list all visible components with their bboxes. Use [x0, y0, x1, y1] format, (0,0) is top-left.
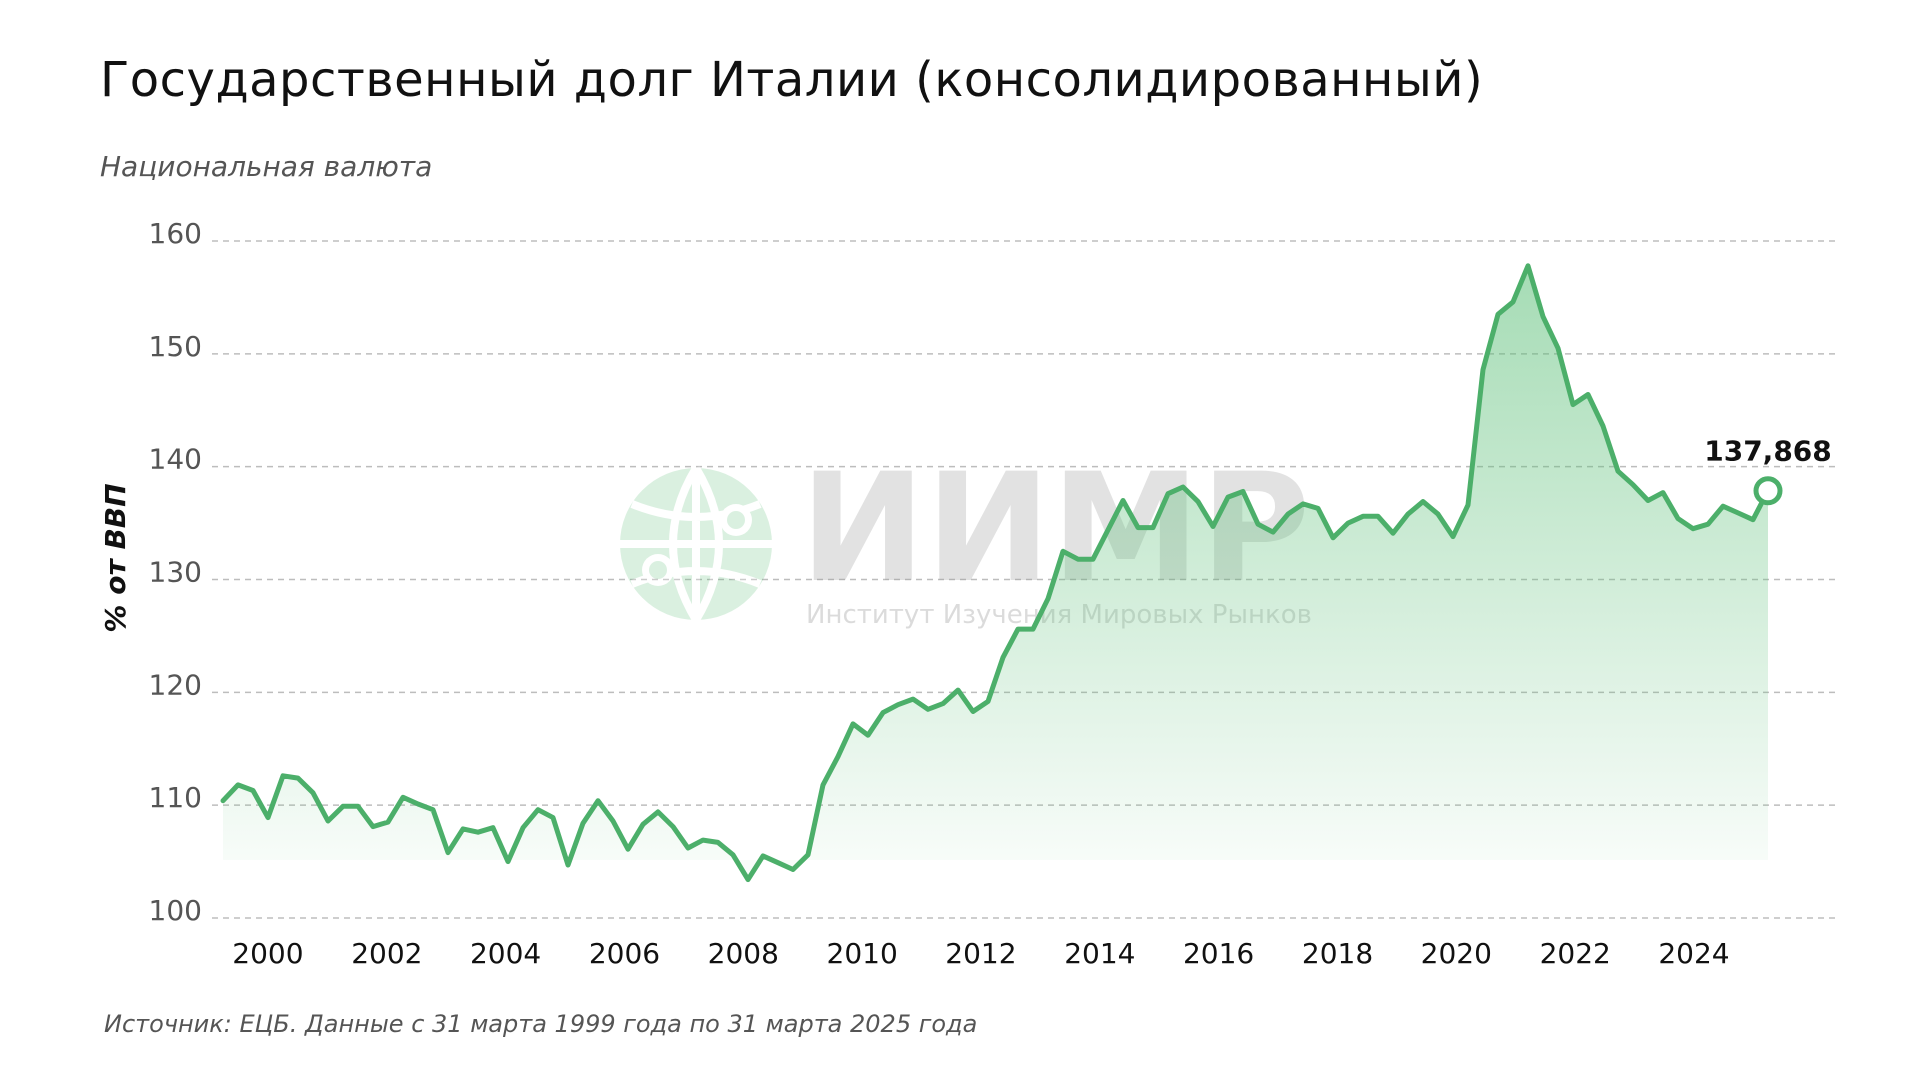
source-note: Источник: ЕЦБ. Данные с 31 марта 1999 го… [104, 1010, 978, 1038]
last-value-label: 137,868 [1704, 435, 1832, 468]
x-tick-label: 2008 [708, 937, 779, 970]
x-tick-label: 2002 [351, 937, 422, 970]
x-tick-label: 2012 [945, 937, 1016, 970]
y-tick-label: 120 [149, 668, 202, 701]
y-tick-label: 160 [149, 217, 202, 250]
x-tick-label: 2022 [1540, 937, 1611, 970]
y-tick-label: 140 [149, 443, 202, 476]
series-area [223, 265, 1768, 880]
x-tick-label: 2000 [232, 937, 303, 970]
x-tick-label: 2004 [470, 937, 541, 970]
x-tick-label: 2010 [827, 937, 898, 970]
x-tick-label: 2018 [1302, 937, 1373, 970]
last-value-marker [1753, 476, 1783, 506]
x-tick-label: 2020 [1421, 937, 1492, 970]
globe-logo-icon [620, 465, 772, 623]
x-tick-label: 2014 [1064, 937, 1135, 970]
y-tick-label: 150 [149, 330, 202, 363]
y-tick-label: 100 [149, 894, 202, 927]
x-tick-label: 2016 [1183, 937, 1254, 970]
y-tick-label: 130 [149, 556, 202, 589]
y-tick-label: 110 [149, 781, 202, 814]
series-line [220, 263, 1771, 883]
y-axis-label: % от ВВП [99, 483, 132, 632]
x-tick-label: 2006 [589, 937, 660, 970]
chart-subtitle: Национальная валюта [100, 150, 433, 183]
chart-title: Государственный долг Италии (консолидиро… [100, 52, 1484, 108]
x-tick-label: 2024 [1658, 937, 1729, 970]
x-axis-ticks: 2000 2002 2004 2006 2008 2010 2012 2014 2016 2018… [232, 937, 1729, 970]
